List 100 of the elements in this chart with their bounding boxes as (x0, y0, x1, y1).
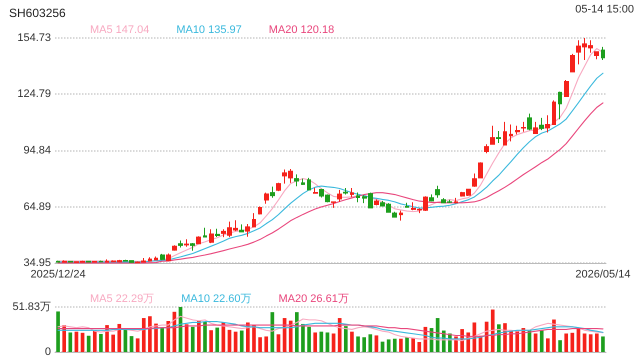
text: MA20 120.18 (268, 24, 334, 36)
bar (356, 336, 360, 352)
line-series (58, 321, 604, 340)
candlestick (552, 100, 556, 126)
bar (190, 326, 195, 352)
bar (228, 330, 232, 352)
candlestick (374, 198, 379, 206)
candlestick (496, 130, 501, 144)
bar (86, 336, 91, 352)
candlestick (472, 172, 477, 188)
bar (344, 326, 348, 352)
line-series (58, 102, 604, 264)
candlestick (276, 182, 281, 192)
bar (570, 332, 574, 352)
candlestick (313, 187, 318, 194)
x-tick-label: 2026/05/14 (575, 268, 630, 280)
candlestick (196, 236, 201, 245)
bar (588, 334, 593, 352)
candlestick (160, 253, 165, 261)
bar (301, 324, 305, 352)
bar (540, 330, 544, 352)
bar (148, 316, 152, 352)
candlestick (399, 210, 403, 222)
candlestick (545, 114, 550, 134)
candlestick (564, 79, 569, 98)
bar (111, 334, 115, 352)
bar (178, 307, 182, 352)
text: 05-14 15:00 (575, 4, 634, 16)
bar (282, 318, 286, 352)
candlestick (86, 260, 91, 263)
bar (252, 325, 256, 352)
y-tick-label: 34.95 (23, 257, 51, 269)
bar (319, 332, 324, 352)
candlestick (184, 238, 189, 248)
candlestick (331, 201, 336, 208)
candlestick (258, 206, 262, 215)
bar (215, 328, 220, 352)
bar (362, 337, 366, 352)
text: MA10 135.97 (176, 24, 242, 36)
bar (405, 337, 409, 352)
bar (594, 334, 599, 352)
candlestick (203, 227, 207, 238)
candlestick (356, 192, 360, 203)
bar (276, 334, 280, 352)
candlestick (264, 192, 269, 204)
candlestick (533, 121, 538, 135)
candlestick (601, 46, 605, 61)
bar (160, 328, 164, 352)
candlestick (515, 125, 520, 135)
bar (374, 335, 378, 352)
bar (258, 337, 262, 352)
candlestick (172, 244, 177, 252)
candlestick (484, 144, 489, 154)
bar (124, 330, 128, 352)
y-tick-label: 124.79 (17, 88, 51, 100)
line-series (58, 316, 604, 342)
bar (386, 339, 390, 352)
candlestick (56, 260, 60, 264)
candlestick (209, 228, 214, 244)
bar (368, 334, 372, 352)
bar (534, 334, 538, 352)
candlestick (294, 174, 299, 187)
candlestick (343, 187, 348, 196)
bar (558, 340, 562, 352)
candlestick (148, 256, 152, 262)
bar (399, 338, 403, 352)
bar (56, 311, 60, 352)
y-tick-label: 0 (44, 346, 51, 358)
bar (601, 336, 605, 352)
candlestick (62, 260, 67, 264)
bar (136, 338, 140, 352)
bar (380, 342, 384, 352)
bar (332, 334, 336, 352)
candlestick (405, 202, 409, 208)
candlestick (490, 125, 495, 146)
bar (130, 336, 134, 352)
candlestick (594, 50, 599, 60)
y-tick-label: 154.73 (17, 32, 51, 44)
candlestick (503, 121, 507, 146)
bar (564, 334, 568, 352)
bar (411, 338, 415, 352)
candlestick (337, 189, 342, 202)
candlestick (166, 253, 171, 262)
candlestick (307, 177, 311, 191)
candlestick (215, 228, 220, 238)
series-label: MA5 22.29万 (90, 293, 154, 305)
line-series (58, 324, 604, 337)
bar (92, 330, 97, 352)
bar (528, 330, 532, 352)
candlestick (435, 185, 440, 198)
bar (234, 332, 238, 352)
bar (552, 320, 556, 352)
chart-title: SH603256 (9, 6, 66, 20)
text: MA5 147.04 (90, 24, 150, 36)
candlestick (239, 224, 244, 232)
bar (503, 323, 507, 352)
bar (184, 324, 188, 352)
candlestick (509, 124, 513, 142)
bar (417, 342, 422, 352)
bar (68, 332, 72, 352)
